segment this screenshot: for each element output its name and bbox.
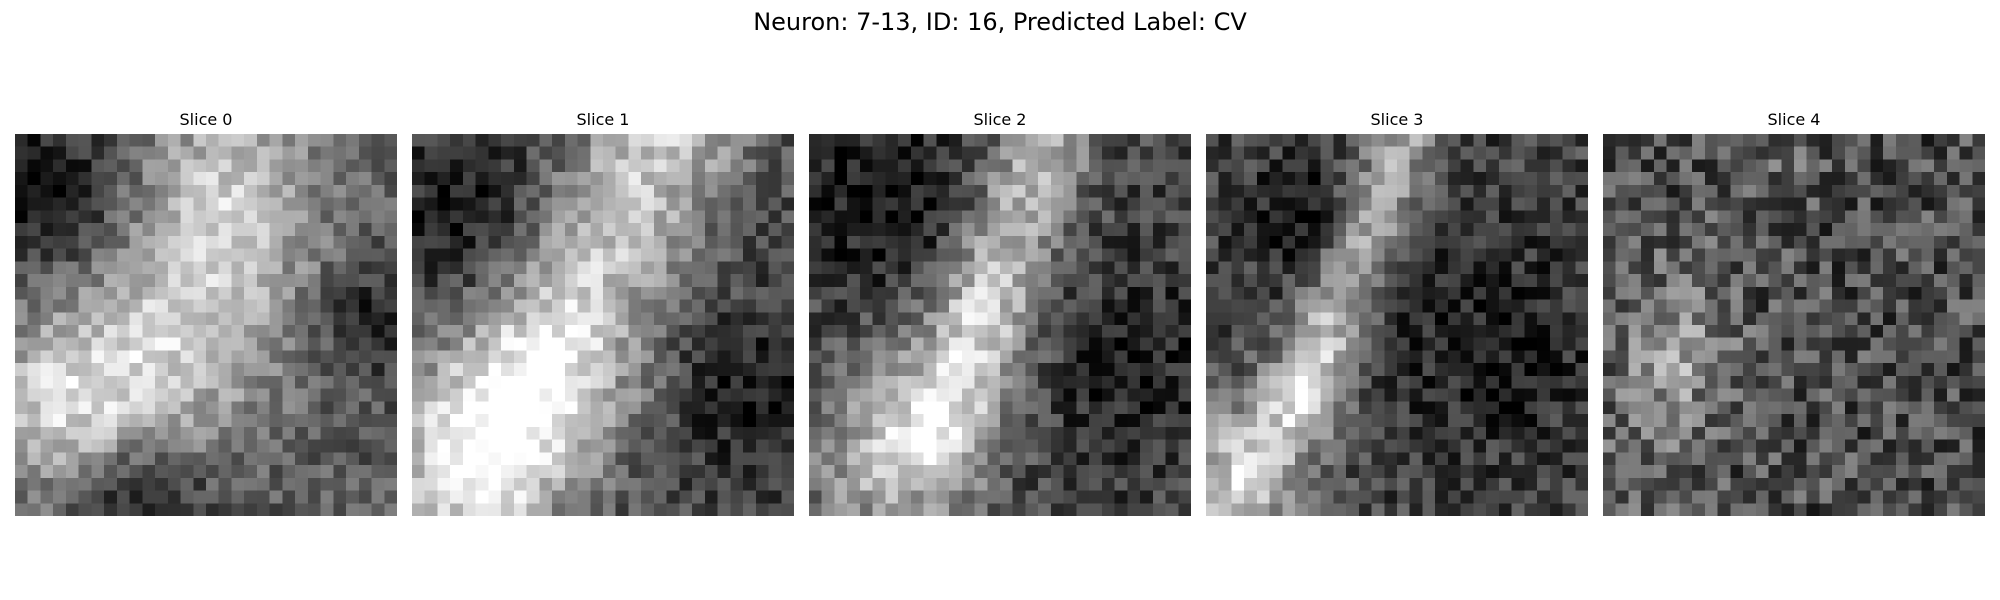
- slice-title-2: Slice 2: [973, 110, 1027, 129]
- slice-title-3: Slice 3: [1370, 110, 1424, 129]
- slice-title-0: Slice 0: [179, 110, 233, 129]
- slice-image-0: [15, 134, 397, 516]
- slice-panel-3: Slice 3: [1206, 108, 1588, 516]
- slice-panel-1: Slice 1: [412, 108, 794, 516]
- slice-image-2: [809, 134, 1191, 516]
- figure-title: Neuron: 7-13, ID: 16, Predicted Label: C…: [753, 8, 1247, 36]
- slice-image-3: [1206, 134, 1588, 516]
- slice-title-4: Slice 4: [1767, 110, 1821, 129]
- slice-title-1: Slice 1: [576, 110, 630, 129]
- slice-image-1: [412, 134, 794, 516]
- slice-image-4: [1603, 134, 1985, 516]
- slice-panel-0: Slice 0: [15, 108, 397, 516]
- slice-panel-2: Slice 2: [809, 108, 1191, 516]
- slice-panel-4: Slice 4: [1603, 108, 1985, 516]
